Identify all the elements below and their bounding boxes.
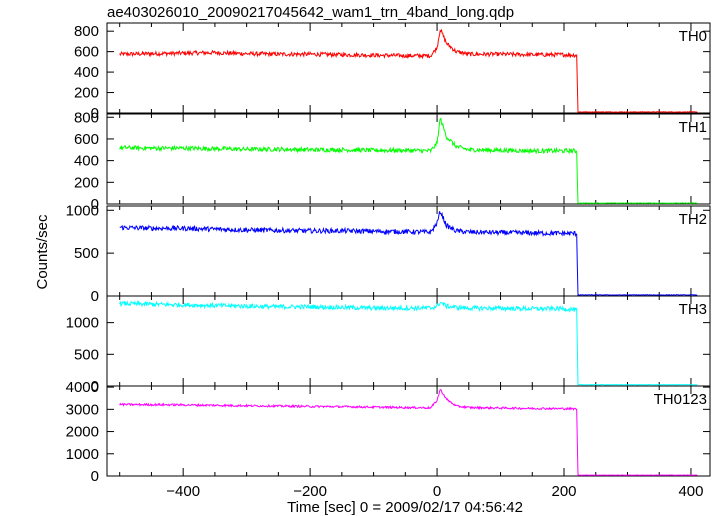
y-tick-label: 1000: [66, 446, 99, 463]
band-label-th3: TH3: [679, 301, 707, 318]
y-tick-label: 600: [74, 44, 99, 61]
y-tick-label: 500: [74, 346, 99, 363]
y-tick-label: 1000: [66, 202, 99, 219]
y-tick-label: 3000: [66, 401, 99, 418]
y-tick-label: 1000: [66, 315, 99, 332]
y-tick-label: 0: [91, 105, 99, 122]
y-tick-label: 0: [91, 468, 99, 485]
panel-th0123: 0 1000 2000 3000 4000 TH0123: [66, 379, 711, 485]
y-tick-label: 0: [91, 196, 99, 213]
band-label-th1: TH1: [679, 119, 707, 136]
band-label-th0123: TH0123: [654, 391, 707, 408]
panel-th2: 0 500 1000 TH2: [66, 202, 711, 305]
panel-frame: [106, 205, 711, 297]
x-tick-label: −400: [166, 483, 200, 500]
panel-th1: 0 200 400 600 800 TH1: [74, 109, 711, 213]
y-tick-label: 200: [74, 174, 99, 191]
y-tick-label: 4000: [66, 379, 99, 396]
panel-frame: [106, 22, 711, 114]
y-tick-label: 400: [74, 153, 99, 170]
x-tick-label: 200: [551, 483, 576, 500]
chart-title: ae403026010_20090217045642_wam1_trn_4ban…: [107, 4, 514, 21]
x-tick-label: 0: [433, 483, 441, 500]
x-axis-label: Time [sec] 0 = 2009/02/17 04:56:42: [287, 499, 523, 516]
x-tick-label: 400: [678, 483, 703, 500]
y-tick-label: 800: [74, 109, 99, 126]
y-tick-label: 200: [74, 85, 99, 102]
y-tick-label: 600: [74, 131, 99, 148]
y-tick-label: 800: [74, 23, 99, 40]
y-tick-label: 2000: [66, 424, 99, 441]
y-tick-label: 500: [74, 245, 99, 262]
y-tick-label: 400: [74, 64, 99, 81]
y-tick-label: 0: [91, 288, 99, 305]
band-label-th0: TH0: [679, 28, 707, 45]
series-line-th0: [119, 28, 698, 113]
x-tick-label: −200: [293, 483, 327, 500]
series-line-th3: [119, 300, 698, 386]
series-line-th1: [119, 117, 698, 205]
y-tick-label: 0: [91, 378, 99, 395]
panels-group: 0 200 400 600 800 TH0 0 200 400 600 800 TH1 0 500 1000…: [66, 22, 711, 500]
panel-th0: 0 200 400 600 800 TH0: [74, 22, 711, 122]
panel-th3: 0 500 1000 TH3: [66, 295, 711, 395]
series-line-th2: [119, 211, 698, 296]
panel-frame: [106, 385, 711, 477]
series-line-th0123: [119, 389, 698, 476]
y-axis-label: Counts/sec: [34, 214, 51, 290]
panel-frame: [106, 113, 711, 205]
band-label-th2: TH2: [679, 211, 707, 228]
